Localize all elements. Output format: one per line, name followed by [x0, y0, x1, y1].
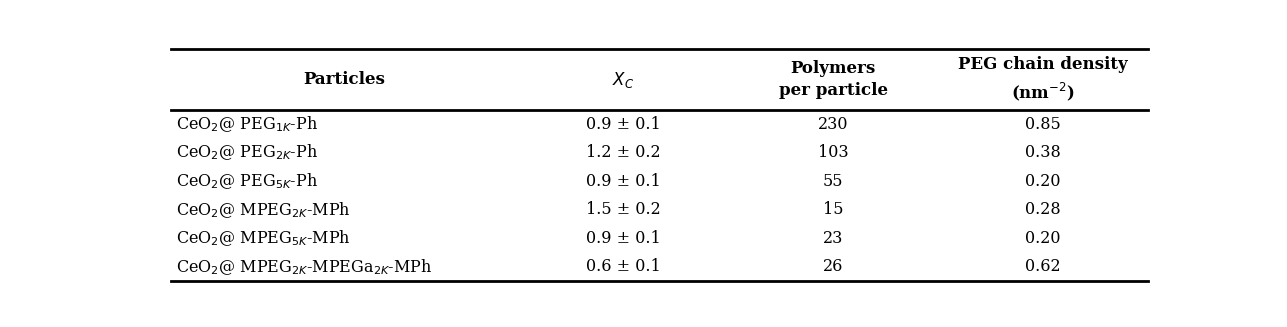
Text: CeO$_2$@ MPEG$_{2K}$-MPh: CeO$_2$@ MPEG$_{2K}$-MPh: [176, 200, 350, 219]
Text: Particles: Particles: [304, 71, 385, 88]
Text: 103: 103: [817, 144, 848, 161]
Text: 26: 26: [822, 258, 843, 275]
Text: PEG chain density
(nm$^{-2}$): PEG chain density (nm$^{-2}$): [959, 56, 1129, 103]
Text: 0.20: 0.20: [1026, 230, 1060, 247]
Text: 0.85: 0.85: [1026, 115, 1060, 132]
Text: Polymers
per particle: Polymers per particle: [779, 60, 888, 99]
Text: CeO$_2$@ MPEG$_{5K}$-MPh: CeO$_2$@ MPEG$_{5K}$-MPh: [176, 228, 350, 248]
Text: $\boldsymbol{X_C}$: $\boldsymbol{X_C}$: [611, 70, 634, 90]
Text: 1.2 ± 0.2: 1.2 ± 0.2: [586, 144, 660, 161]
Text: CeO$_2$@ PEG$_{2K}$-Ph: CeO$_2$@ PEG$_{2K}$-Ph: [176, 143, 318, 163]
Text: 0.6 ± 0.1: 0.6 ± 0.1: [586, 258, 660, 275]
Text: 0.20: 0.20: [1026, 173, 1060, 190]
Text: 1.5 ± 0.2: 1.5 ± 0.2: [586, 201, 660, 218]
Text: CeO$_2$@ PEG$_{1K}$-Ph: CeO$_2$@ PEG$_{1K}$-Ph: [176, 114, 318, 134]
Text: CeO$_2$@ MPEG$_{2K}$-MPEGa$_{2K}$-MPh: CeO$_2$@ MPEG$_{2K}$-MPEGa$_{2K}$-MPh: [176, 257, 432, 277]
Text: 0.9 ± 0.1: 0.9 ± 0.1: [586, 115, 660, 132]
Text: 0.62: 0.62: [1026, 258, 1060, 275]
Text: CeO$_2$@ PEG$_{5K}$-Ph: CeO$_2$@ PEG$_{5K}$-Ph: [176, 171, 318, 191]
Text: 0.38: 0.38: [1026, 144, 1060, 161]
Text: 230: 230: [817, 115, 848, 132]
Text: 0.9 ± 0.1: 0.9 ± 0.1: [586, 173, 660, 190]
Text: 0.28: 0.28: [1026, 201, 1060, 218]
Text: 0.9 ± 0.1: 0.9 ± 0.1: [586, 230, 660, 247]
Text: 55: 55: [822, 173, 843, 190]
Text: 15: 15: [822, 201, 843, 218]
Text: 23: 23: [822, 230, 843, 247]
